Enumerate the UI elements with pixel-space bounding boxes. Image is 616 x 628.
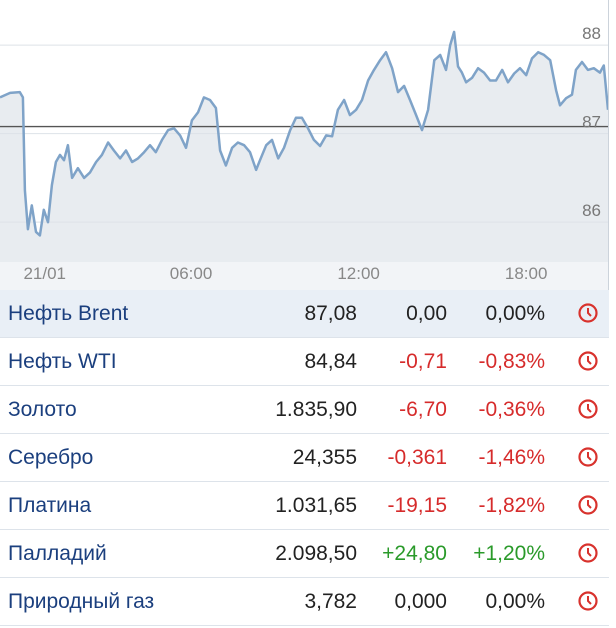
change-percent: 0,00% (485, 302, 545, 325)
clock-icon[interactable] (577, 494, 599, 516)
x-tick-label: 12:00 (337, 264, 380, 283)
instrument-name: Нефть WTI (8, 350, 117, 373)
price: 1.835,90 (275, 398, 357, 421)
change: 0,000 (394, 590, 447, 613)
price: 24,355 (292, 446, 357, 469)
instrument-name: Платина (8, 494, 92, 517)
quote-row[interactable]: Палладий 2.098,50 +24,80 +1,20% (0, 530, 609, 578)
quote-row[interactable]: Серебро 24,355 -0,361 -1,46% (0, 434, 609, 482)
clock-icon[interactable] (577, 542, 599, 564)
clock-icon[interactable] (577, 590, 599, 612)
quote-row[interactable]: Платина 1.031,65 -19,15 -1,82% (0, 482, 609, 530)
change-percent: +1,20% (473, 542, 545, 565)
instrument-name: Природный газ (8, 590, 155, 613)
price: 84,84 (304, 350, 357, 373)
price-line (0, 30, 609, 237)
y-tick-label: 86 (582, 201, 601, 220)
change: -19,15 (387, 494, 447, 517)
change: 0,00 (406, 302, 447, 325)
y-tick-label: 88 (582, 24, 601, 43)
x-tick-label: 18:00 (505, 264, 548, 283)
clock-icon[interactable] (577, 446, 599, 468)
change-percent: -0,83% (478, 350, 545, 373)
change: -0,71 (399, 350, 447, 373)
x-axis-band (0, 262, 609, 290)
price: 3,782 (304, 590, 357, 613)
chart: 86 87 88 21/01 06:00 12:00 18:00 (0, 0, 609, 290)
price: 87,08 (304, 302, 357, 325)
quote-row[interactable]: Золото 1.835,90 -6,70 -0,36% (0, 386, 609, 434)
change-percent: -0,36% (478, 398, 545, 421)
change: -6,70 (399, 398, 447, 421)
clock-icon[interactable] (577, 350, 599, 372)
x-tick-label: 21/01 (23, 264, 66, 283)
change-percent: -1,46% (478, 446, 545, 469)
y-tick-label: 87 (582, 113, 601, 132)
quote-row[interactable]: Нефть WTI 84,84 -0,71 -0,83% (0, 338, 609, 386)
instrument-name: Палладий (8, 542, 107, 565)
quote-row[interactable]: Нефть Brent 87,08 0,00 0,00% (0, 290, 609, 338)
change: +24,80 (382, 542, 447, 565)
clock-icon[interactable] (577, 302, 599, 324)
instrument-name: Золото (8, 398, 77, 421)
change-percent: 0,00% (485, 590, 545, 613)
area (0, 31, 608, 263)
change-percent: -1,82% (478, 494, 545, 517)
price: 2.098,50 (275, 542, 357, 565)
clock-icon[interactable] (577, 398, 599, 420)
instrument-name: Нефть Brent (8, 302, 129, 325)
quote-row[interactable]: Природный газ 3,782 0,000 0,00% (0, 578, 609, 626)
price: 1.031,65 (275, 494, 357, 517)
instrument-name: Серебро (8, 446, 94, 469)
x-tick-label: 06:00 (170, 264, 213, 283)
change: -0,361 (387, 446, 447, 469)
